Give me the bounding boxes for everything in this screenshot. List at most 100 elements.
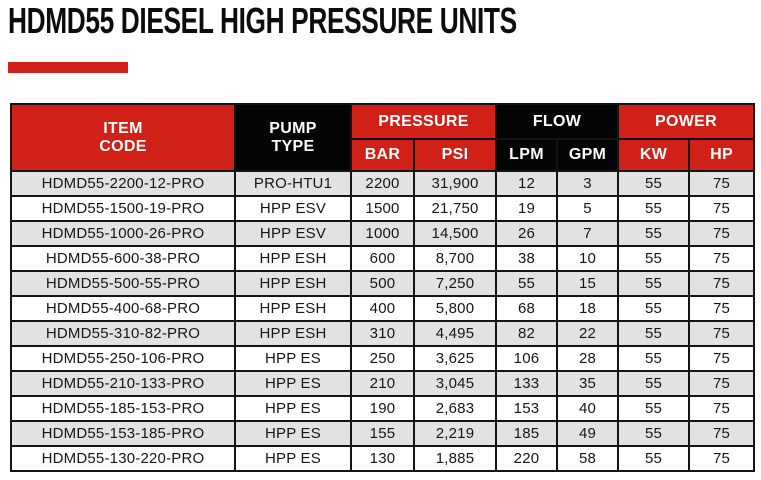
table-header: ITEM CODE PUMP TYPE PRESSURE FLOW POWER …: [10, 103, 756, 172]
cell-hp: 75: [688, 445, 756, 472]
cell-pump-type: HPP ESH: [234, 245, 352, 272]
cell-kw: 55: [617, 345, 691, 372]
cell-gpm: 58: [555, 445, 620, 472]
cell-pump-type: HPP ES: [234, 420, 352, 447]
cell-lpm: 68: [495, 295, 558, 322]
cell-bar: 400: [350, 295, 415, 322]
table-row: HDMD55-250-106-PRO HPP ES 250 3,625 106 28 55 7…: [10, 345, 756, 372]
cell-psi: 21,750: [413, 195, 497, 222]
header-group-flow: FLOW: [494, 103, 620, 140]
cell-kw: 55: [617, 320, 691, 347]
header-group-power: POWER: [617, 103, 756, 140]
cell-pump-type: HPP ES: [234, 445, 352, 472]
cell-lpm: 26: [495, 220, 558, 247]
cell-gpm: 28: [555, 345, 620, 372]
cell-psi: 7,250: [413, 270, 497, 297]
cell-item-code: HDMD55-130-220-PRO: [10, 445, 236, 472]
cell-lpm: 106: [495, 345, 558, 372]
cell-pump-type: HPP ES: [234, 370, 352, 397]
cell-hp: 75: [688, 370, 756, 397]
title-underline-bar: [8, 62, 128, 73]
header-item-code-line2: CODE: [99, 137, 147, 155]
cell-psi: 31,900: [413, 170, 497, 197]
cell-psi: 2,219: [413, 420, 497, 447]
cell-hp: 75: [688, 245, 756, 272]
header-gpm: GPM: [555, 138, 620, 172]
cell-kw: 55: [617, 270, 691, 297]
cell-psi: 8,700: [413, 245, 497, 272]
cell-lpm: 185: [495, 420, 558, 447]
cell-psi: 3,045: [413, 370, 497, 397]
cell-bar: 250: [350, 345, 415, 372]
header-psi: PSI: [413, 138, 497, 172]
spec-table: ITEM CODE PUMP TYPE PRESSURE FLOW POWER …: [10, 103, 756, 472]
cell-hp: 75: [688, 420, 756, 447]
cell-bar: 155: [350, 420, 415, 447]
header-hp: HP: [688, 138, 756, 172]
cell-pump-type: HPP ES: [234, 395, 352, 422]
cell-gpm: 35: [555, 370, 620, 397]
cell-bar: 190: [350, 395, 415, 422]
cell-bar: 500: [350, 270, 415, 297]
cell-gpm: 18: [555, 295, 620, 322]
cell-hp: 75: [688, 345, 756, 372]
cell-bar: 600: [350, 245, 415, 272]
cell-item-code: HDMD55-310-82-PRO: [10, 320, 236, 347]
cell-bar: 210: [350, 370, 415, 397]
table-row: HDMD55-2200-12-PRO PRO-HTU1 2200 31,900 12 3 5…: [10, 170, 756, 197]
cell-lpm: 38: [495, 245, 558, 272]
cell-bar: 1500: [350, 195, 415, 222]
cell-psi: 5,800: [413, 295, 497, 322]
table-row: HDMD55-153-185-PRO HPP ES 155 2,219 185 49 55 7…: [10, 420, 756, 447]
header-pump-type: PUMP TYPE: [234, 103, 352, 172]
cell-bar: 130: [350, 445, 415, 472]
cell-lpm: 133: [495, 370, 558, 397]
cell-item-code: HDMD55-400-68-PRO: [10, 295, 236, 322]
cell-psi: 1,885: [413, 445, 497, 472]
cell-kw: 55: [617, 420, 691, 447]
cell-gpm: 49: [555, 420, 620, 447]
cell-pump-type: HPP ESV: [234, 220, 352, 247]
cell-gpm: 22: [555, 320, 620, 347]
cell-item-code: HDMD55-250-106-PRO: [10, 345, 236, 372]
cell-pump-type: HPP ES: [234, 345, 352, 372]
cell-kw: 55: [617, 395, 691, 422]
cell-pump-type: PRO-HTU1: [234, 170, 352, 197]
cell-kw: 55: [617, 170, 691, 197]
cell-lpm: 19: [495, 195, 558, 222]
header-group-pressure: PRESSURE: [350, 103, 497, 140]
cell-item-code: HDMD55-185-153-PRO: [10, 395, 236, 422]
cell-hp: 75: [688, 295, 756, 322]
cell-pump-type: HPP ESH: [234, 295, 352, 322]
cell-gpm: 7: [555, 220, 620, 247]
cell-bar: 1000: [350, 220, 415, 247]
header-item-code-line1: ITEM: [103, 119, 143, 137]
cell-bar: 2200: [350, 170, 415, 197]
cell-psi: 3,625: [413, 345, 497, 372]
cell-hp: 75: [688, 320, 756, 347]
cell-item-code: HDMD55-2200-12-PRO: [10, 170, 236, 197]
header-pump-type-line1: PUMP: [269, 119, 317, 137]
header-lpm: LPM: [495, 138, 558, 172]
cell-kw: 55: [617, 245, 691, 272]
cell-pump-type: HPP ESH: [234, 320, 352, 347]
table-row: HDMD55-310-82-PRO HPP ESH 310 4,495 82 22 55 75: [10, 320, 756, 347]
cell-gpm: 5: [555, 195, 620, 222]
cell-psi: 14,500: [413, 220, 497, 247]
header-bar: BAR: [350, 138, 415, 172]
cell-gpm: 10: [555, 245, 620, 272]
cell-item-code: HDMD55-500-55-PRO: [10, 270, 236, 297]
table-row: HDMD55-1500-19-PRO HPP ESV 1500 21,750 19 5 55…: [10, 195, 756, 222]
cell-lpm: 153: [495, 395, 558, 422]
header-pump-type-line2: TYPE: [271, 137, 315, 155]
table-row: HDMD55-210-133-PRO HPP ES 210 3,045 133 35 55 7…: [10, 370, 756, 397]
header-item-code: ITEM CODE: [10, 103, 236, 172]
table-row: HDMD55-400-68-PRO HPP ESH 400 5,800 68 18 55 75: [10, 295, 756, 322]
table-row: HDMD55-130-220-PRO HPP ES 130 1,885 220 58 55 7…: [10, 445, 756, 472]
cell-lpm: 220: [495, 445, 558, 472]
cell-hp: 75: [688, 170, 756, 197]
cell-item-code: HDMD55-1000-26-PRO: [10, 220, 236, 247]
cell-psi: 4,495: [413, 320, 497, 347]
table-row: HDMD55-500-55-PRO HPP ESH 500 7,250 55 15 55 75: [10, 270, 756, 297]
cell-pump-type: HPP ESV: [234, 195, 352, 222]
